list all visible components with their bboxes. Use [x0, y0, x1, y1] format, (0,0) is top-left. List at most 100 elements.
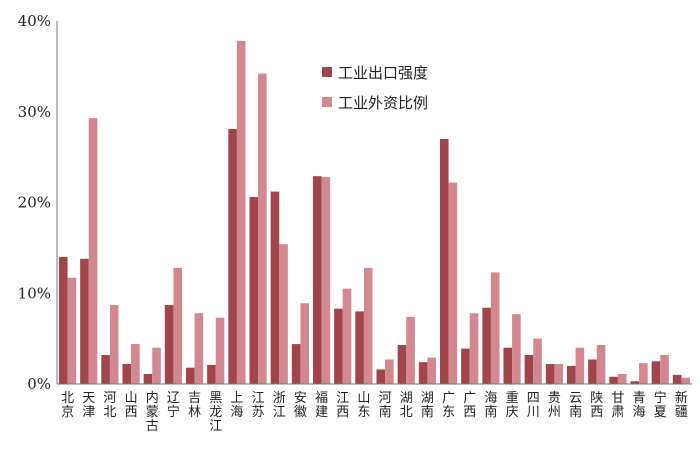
y-tick-label: 20% [18, 194, 51, 212]
bar-export-25 [588, 359, 597, 384]
x-category-label: 山西 [125, 391, 138, 420]
x-category-label: 重庆 [506, 390, 519, 420]
legend-swatch-foreign [322, 97, 332, 107]
bar-export-23 [545, 364, 555, 384]
bar-export-14 [355, 311, 364, 384]
x-category-label: 河南 [379, 391, 392, 420]
x-category-label: 江西 [336, 391, 349, 420]
bar-foreign-24 [575, 347, 585, 384]
x-category-label: 黑龙江 [209, 391, 222, 434]
x-category-label: 海南 [484, 391, 497, 420]
bar-foreign-10 [279, 244, 288, 384]
bar-export-1 [80, 258, 89, 384]
legend-label-foreign: 工业外资比例 [338, 94, 428, 112]
bar-export-24 [566, 365, 576, 384]
bar-foreign-0 [67, 277, 77, 384]
x-category-label: 新疆 [675, 390, 688, 420]
bar-foreign-5 [173, 267, 183, 384]
bar-foreign-7 [215, 317, 225, 384]
bar-export-16 [397, 344, 407, 384]
bar-export-6 [185, 367, 195, 384]
legend-label-export: 工业出口强度 [338, 64, 428, 82]
bar-export-21 [503, 347, 513, 384]
bar-export-10 [270, 191, 280, 384]
x-category-label: 云南 [569, 391, 582, 420]
bar-export-29 [672, 374, 682, 384]
bar-foreign-1 [88, 118, 98, 384]
x-category-label: 河北 [103, 391, 116, 420]
bar-foreign-17 [427, 357, 437, 384]
bar-export-8 [228, 128, 237, 384]
bar-foreign-21 [512, 314, 521, 384]
x-category-label: 福建 [315, 391, 328, 420]
bar-export-13 [334, 308, 343, 384]
bar-foreign-27 [639, 363, 648, 384]
bar-foreign-23 [554, 364, 564, 384]
x-category-label: 湖北 [400, 391, 413, 420]
bars [58, 40, 691, 385]
bar-foreign-6 [194, 313, 204, 384]
y-tick-label: 40% [18, 12, 51, 30]
y-tick-label: 10% [18, 284, 51, 302]
bar-export-5 [164, 305, 174, 384]
bar-foreign-15 [385, 359, 394, 384]
bar-export-15 [376, 369, 386, 384]
x-axis-labels: 北京天津河北山西内蒙古辽宁吉林黑龙江上海江苏浙江安徽福建江西山东河南湖北湖南广东… [61, 390, 688, 434]
bar-foreign-14 [363, 267, 373, 384]
bar-export-11 [291, 344, 301, 384]
x-category-label: 宁夏 [654, 390, 667, 420]
bar-foreign-12 [321, 177, 331, 384]
bar-foreign-13 [342, 288, 352, 384]
x-category-label: 辽宁 [167, 391, 180, 420]
x-category-label: 山东 [357, 391, 370, 420]
x-category-label: 陕西 [590, 391, 603, 420]
bar-export-27 [630, 381, 640, 384]
bar-foreign-28 [660, 354, 669, 384]
x-category-label: 广西 [463, 391, 476, 420]
bar-foreign-29 [681, 377, 691, 384]
x-category-label: 江苏 [252, 391, 265, 420]
x-category-label: 吉林 [188, 391, 201, 420]
x-category-label: 北京 [61, 391, 74, 420]
bar-foreign-9 [258, 73, 267, 384]
bar-export-7 [207, 364, 216, 384]
bar-export-3 [122, 364, 132, 384]
x-category-label: 浙江 [273, 391, 286, 420]
x-category-label: 贵州 [548, 391, 561, 420]
x-category-label: 青海 [633, 391, 646, 420]
x-category-label: 天津 [82, 391, 95, 420]
bar-export-22 [524, 354, 534, 384]
bar-export-20 [482, 307, 491, 384]
bar-foreign-3 [131, 344, 140, 384]
bar-foreign-22 [533, 338, 542, 385]
bar-foreign-16 [406, 316, 415, 384]
bar-export-12 [312, 176, 322, 384]
bar-export-4 [143, 374, 153, 384]
bar-foreign-26 [617, 374, 627, 384]
bar-export-2 [101, 354, 110, 384]
x-category-label: 上海 [230, 391, 243, 420]
bar-foreign-19 [469, 313, 479, 384]
bar-foreign-25 [596, 344, 606, 384]
bar-foreign-18 [448, 182, 458, 384]
bar-foreign-2 [109, 305, 119, 384]
legend-swatch-export [322, 67, 332, 77]
y-tick-label: 0% [27, 375, 51, 393]
x-category-label: 湖南 [421, 391, 434, 420]
bar-export-17 [418, 362, 428, 384]
bar-foreign-4 [152, 347, 161, 384]
y-tick-label: 30% [18, 103, 51, 121]
bar-export-28 [651, 361, 661, 384]
x-category-label: 甘肃 [611, 391, 624, 420]
bar-export-18 [439, 138, 449, 384]
y-axis-ticks: 0% 10% 20% 30% 40% [18, 12, 51, 393]
bar-foreign-20 [490, 272, 500, 384]
bar-export-19 [461, 348, 470, 384]
bar-export-0 [58, 256, 68, 384]
bar-foreign-11 [300, 303, 310, 384]
legend: 工业出口强度 工业外资比例 [322, 64, 428, 112]
bar-export-26 [609, 376, 618, 384]
x-category-label: 安徽 [294, 391, 307, 420]
x-category-label: 四川 [527, 391, 540, 420]
